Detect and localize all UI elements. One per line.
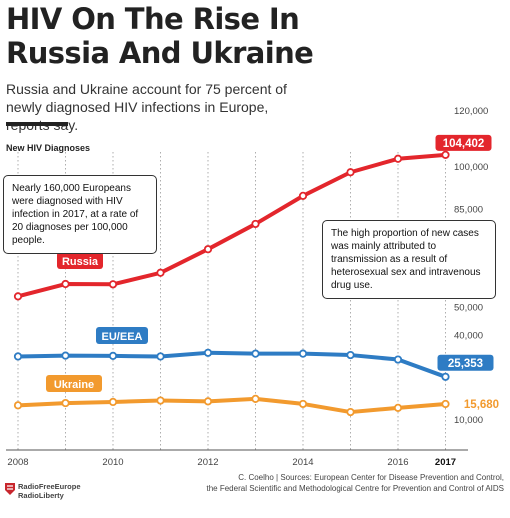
data-point — [251, 349, 260, 358]
data-point — [346, 168, 355, 177]
title-line-2: Russia And Ukraine — [6, 36, 314, 70]
data-point — [13, 352, 23, 361]
rferl-logo: RadioFreeEurope RadioLiberty — [4, 479, 104, 503]
subtitle: Russia and Ukraine account for 75 percen… — [6, 81, 287, 133]
data-point — [298, 191, 308, 200]
data-point — [13, 292, 23, 301]
credit-line-1: C. Coelho | Sources: European Center for… — [238, 473, 504, 482]
x-tick-label: 2008 — [7, 457, 28, 468]
y-tick-label: 50,000 — [454, 303, 483, 314]
annotation-right: The high proportion of new cases was mai… — [322, 220, 496, 299]
data-point — [108, 351, 118, 360]
chart-label: New HIV Diagnoses — [6, 143, 91, 153]
data-point — [108, 397, 118, 407]
data-point — [203, 348, 213, 357]
annotation-left: Nearly 160,000 Europeans were diagnosed … — [3, 175, 157, 254]
data-point — [346, 350, 355, 360]
title-rule — [6, 122, 68, 126]
data-point — [61, 398, 70, 408]
series-name-label: EU/EEA — [102, 331, 143, 343]
data-point — [108, 280, 118, 289]
source-credit: C. Coelho | Sources: European Center for… — [174, 472, 505, 494]
end-value-label: 104,402 — [443, 138, 485, 150]
data-point — [61, 279, 70, 289]
data-point — [156, 396, 165, 405]
data-point — [298, 349, 308, 358]
series-name-label: Ukraine — [54, 379, 94, 391]
end-value-label: 25,353 — [448, 358, 483, 370]
x-tick-label: 2017 — [435, 457, 456, 468]
logo-text: RadioFreeEurope RadioLiberty — [18, 482, 81, 500]
series-name-label: Russia — [62, 256, 99, 268]
data-point — [393, 355, 403, 364]
x-tick-label: 2016 — [387, 457, 408, 468]
page-title: HIV On The Rise In Russia And Ukraine — [6, 2, 314, 70]
data-point — [441, 399, 450, 409]
data-point — [393, 403, 403, 412]
data-point — [61, 351, 70, 360]
data-point — [156, 352, 165, 361]
y-tick-label: 10,000 — [454, 415, 483, 426]
series-labels: Russia 104,402 EU/EEA 25,353 Ukraine 15,680 — [46, 134, 499, 411]
logo-line-2: RadioLiberty — [18, 491, 64, 500]
y-axis: 120,000 100,000 85,000 50,000 40,000 10,000 — [454, 106, 488, 426]
y-tick-label: 100,000 — [454, 162, 488, 173]
x-tick-label: 2012 — [197, 457, 218, 468]
x-tick-label: 2014 — [292, 457, 313, 468]
y-tick-label: 40,000 — [454, 331, 483, 342]
end-value-badge — [435, 134, 492, 151]
series-name-badge — [57, 252, 103, 269]
data-point — [203, 245, 213, 254]
end-value-label: 15,680 — [464, 399, 499, 411]
y-tick-label: 120,000 — [454, 106, 488, 117]
data-point — [393, 154, 403, 163]
series-group — [13, 150, 450, 417]
data-point — [156, 268, 165, 277]
x-axis: 2008 2010 2012 2014 2016 2017 — [6, 449, 468, 468]
series-line — [16, 152, 448, 299]
series-name-badge — [46, 375, 102, 392]
series-name-badge — [96, 327, 148, 344]
series-line — [16, 396, 448, 415]
series-line — [16, 350, 448, 379]
data-point — [251, 219, 260, 229]
data-point — [203, 397, 213, 406]
data-point — [13, 401, 23, 410]
x-tick-label: 2010 — [102, 457, 123, 468]
y-tick-label: 85,000 — [454, 204, 483, 215]
data-point — [441, 150, 450, 159]
end-value-badge — [437, 354, 494, 371]
data-point — [346, 407, 355, 417]
logo-line-1: RadioFreeEurope — [18, 482, 81, 491]
data-point — [251, 394, 260, 403]
data-point — [441, 372, 450, 381]
title-line-1: HIV On The Rise In — [6, 2, 300, 36]
credit-line-2: the Federal Scientific and Methodologica… — [206, 484, 505, 493]
data-point — [298, 399, 308, 409]
logo-mark-icon — [5, 483, 15, 495]
